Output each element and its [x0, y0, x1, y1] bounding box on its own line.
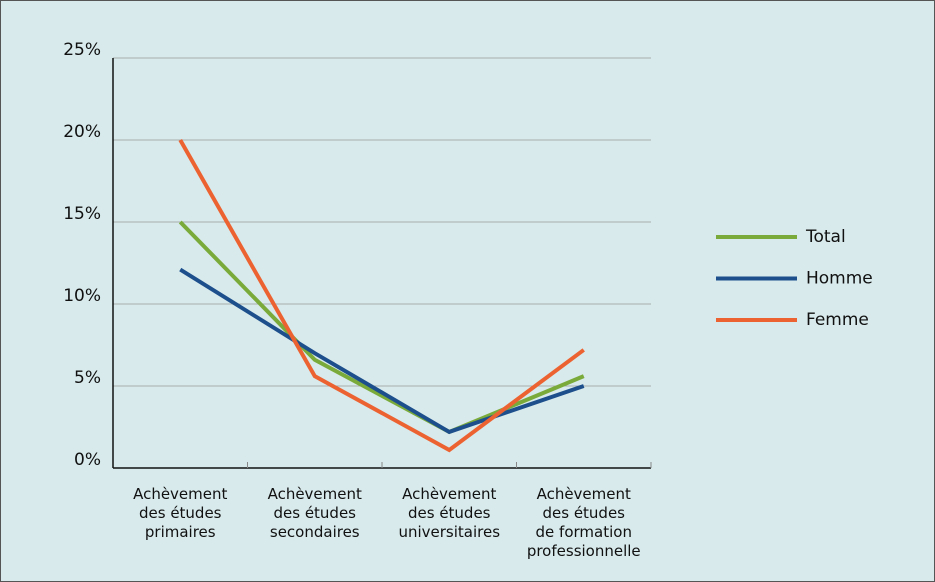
y-tick-label: 5% [74, 368, 101, 388]
legend-label: Femme [806, 310, 869, 330]
x-tick-label: Achèvement des études universitaires [398, 485, 501, 541]
legend-label: Homme [806, 269, 873, 289]
y-tick-label: 10% [63, 286, 101, 306]
y-tick-label: 15% [63, 204, 101, 224]
legend-label: Total [805, 227, 846, 247]
y-tick-label: 0% [74, 450, 101, 470]
x-tick-label: Achèvement des études de formation profe… [526, 485, 641, 560]
y-tick-label: 25% [63, 40, 101, 60]
line-series [178, 139, 585, 453]
y-tick-label: 20% [63, 122, 101, 142]
line-series [179, 267, 585, 435]
x-tick-label: Achèvement des études secondaires [267, 485, 362, 541]
line-series [178, 220, 585, 435]
x-tick-label: Achèvement des études primaires [133, 485, 228, 541]
